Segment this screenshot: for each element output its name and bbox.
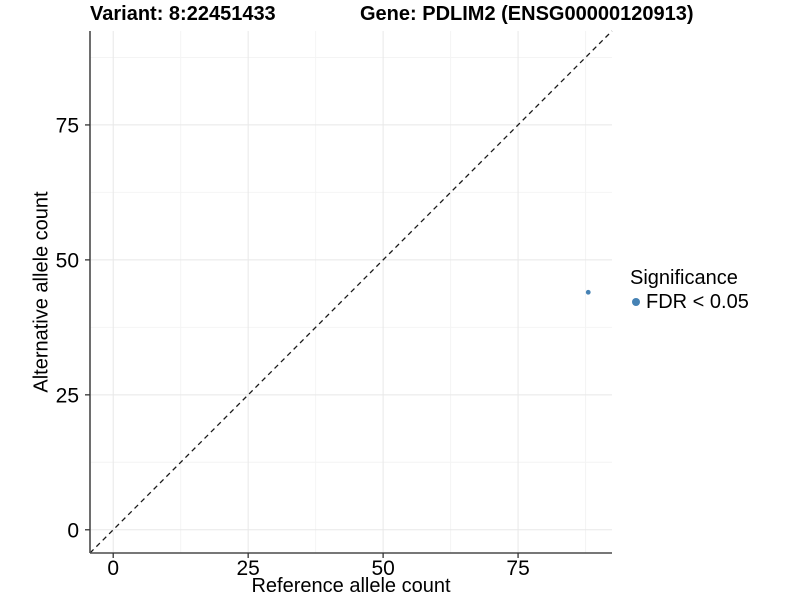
legend-title: Significance [630,267,738,289]
x-tick-label: 75 [506,557,529,580]
y-tick-label: 0 [67,519,79,542]
y-tick-label: 50 [56,249,79,272]
legend: Significance FDR < 0.05 [630,266,749,314]
x-tick-label: 50 [371,557,394,580]
legend-point-icon [632,298,640,306]
data-point [585,289,591,295]
gene-title: Gene: PDLIM2 (ENSG00000120913) [360,3,694,25]
identity-line [89,30,613,554]
variant-title: Variant: 8:22451433 [90,3,276,25]
legend-item: FDR < 0.05 [632,290,749,314]
y-tick-label: 75 [56,114,79,137]
legend-item-label: FDR < 0.05 [646,290,749,313]
x-tick-label: 0 [107,557,119,580]
y-tick-label: 25 [56,384,79,407]
x-tick-label: 25 [236,557,259,580]
x-axis-title: Reference allele count [251,575,451,597]
